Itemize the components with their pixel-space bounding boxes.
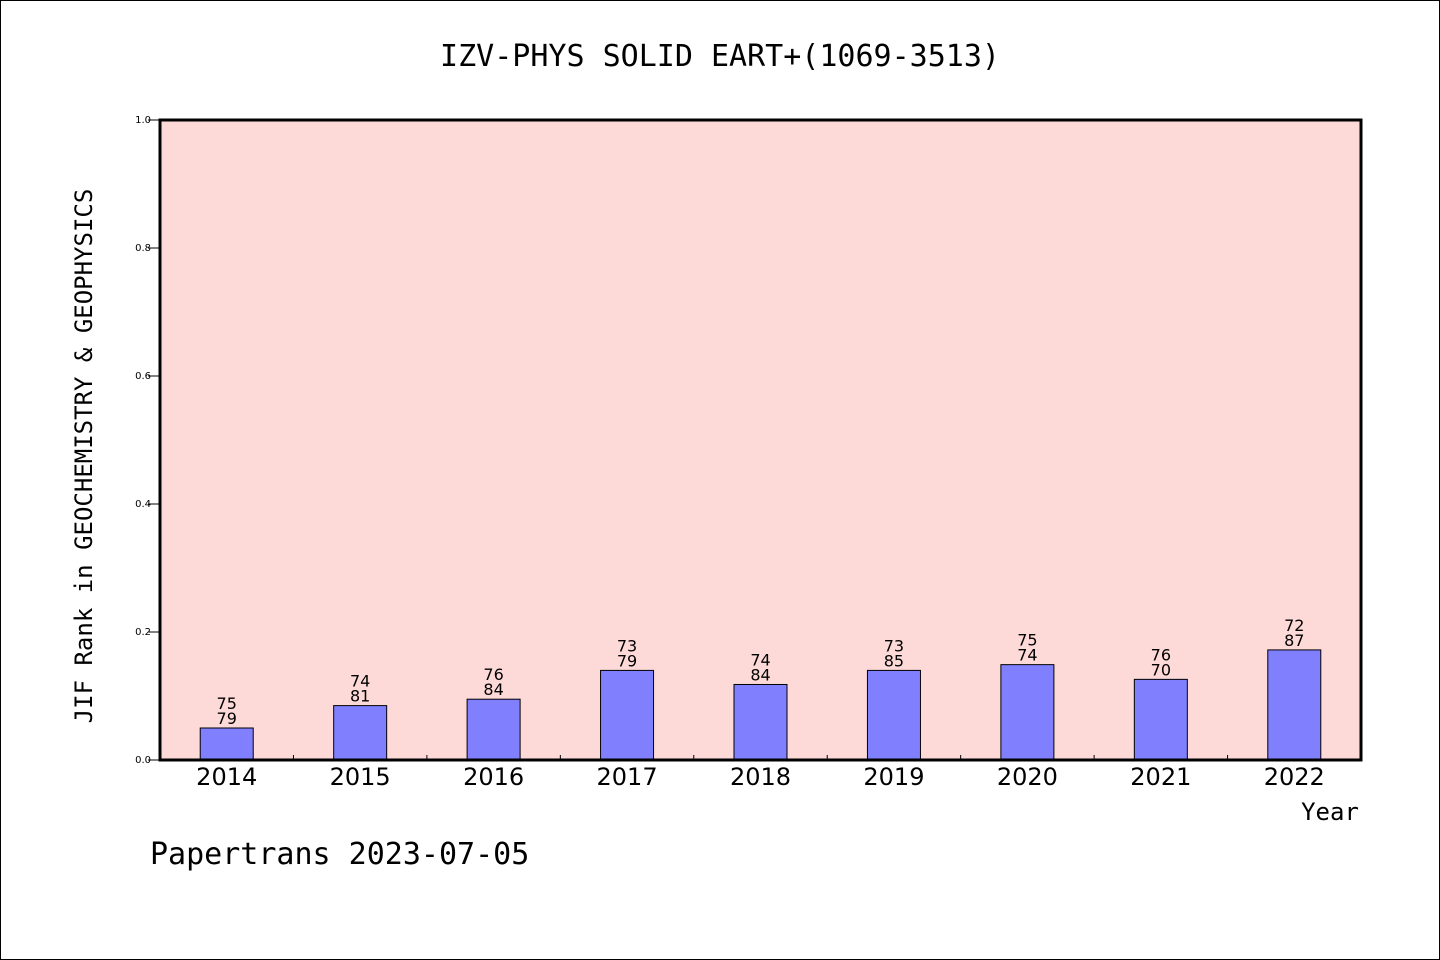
- y-tick-label: 0.2: [135, 627, 151, 638]
- bar-2022: [1267, 649, 1322, 761]
- bar-label-bottom: 84: [483, 680, 503, 699]
- bar-label-top: 74: [350, 672, 370, 691]
- bar-label-bottom: 79: [217, 709, 237, 728]
- bar-2019: [866, 669, 921, 761]
- y-axis: 0.0 0.2 0.4 0.6 0.8 1.0: [135, 115, 160, 766]
- x-tick-label: 2016: [463, 763, 524, 791]
- bar-2020: [1000, 664, 1055, 761]
- y-tick-label: 0.6: [135, 371, 151, 382]
- bar-label-bottom: 79: [617, 651, 637, 670]
- bar-label-bottom: 87: [1284, 631, 1304, 650]
- y-tick-label: 0.8: [135, 243, 151, 254]
- bar-label-bottom: 84: [750, 665, 770, 684]
- bar-2016: [466, 698, 521, 761]
- bar-2014: [199, 727, 254, 761]
- bar-label-bottom: 74: [1017, 646, 1037, 665]
- bar-label-bottom: 70: [1151, 660, 1171, 679]
- bar-label-top: 75: [217, 694, 237, 713]
- y-tick-label: 1.0: [135, 115, 151, 126]
- x-tick-label: 2020: [997, 763, 1058, 791]
- y-tick-label: 0.4: [135, 499, 151, 510]
- y-tick-label: 0.0: [135, 755, 151, 766]
- x-axis-title: Year: [1301, 798, 1359, 826]
- bar-label-bottom: 81: [350, 687, 370, 706]
- bar-2021: [1133, 678, 1188, 761]
- x-tick-label: 2015: [330, 763, 391, 791]
- plot-border: [158, 118, 1363, 762]
- bars-layer: [199, 649, 1322, 761]
- bar-2018: [733, 683, 788, 761]
- bar-label-top: 74: [750, 650, 770, 669]
- bar-2017: [600, 669, 655, 761]
- x-tick-label: 2022: [1264, 763, 1325, 791]
- bar-label-top: 72: [1284, 616, 1304, 635]
- bar-label-top: 76: [483, 665, 503, 684]
- chart-title: IZV-PHYS SOLID EART+(1069-3513): [440, 39, 1000, 74]
- bar-label-top: 73: [617, 636, 637, 655]
- x-tick-label: 2021: [1130, 763, 1191, 791]
- y-axis-title: JIF Rank in GEOCHEMISTRY & GEOPHYSICS: [70, 189, 98, 724]
- bar-label-top: 76: [1151, 645, 1171, 664]
- x-tick-label: 2014: [196, 763, 257, 791]
- x-axis: 2014 2015 2016 2017 2018 2019 2020 2021 2022: [196, 755, 1325, 791]
- x-tick-label: 2017: [597, 763, 658, 791]
- plot-area: [160, 120, 1361, 760]
- bar-2015: [333, 705, 388, 761]
- bar-label-top: 75: [1017, 631, 1037, 650]
- footer-text: Papertrans 2023-07-05: [150, 837, 529, 872]
- x-tick-label: 2018: [730, 763, 791, 791]
- bar-label-top: 73: [884, 636, 904, 655]
- x-tick-label: 2019: [863, 763, 924, 791]
- bar-label-bottom: 85: [884, 651, 904, 670]
